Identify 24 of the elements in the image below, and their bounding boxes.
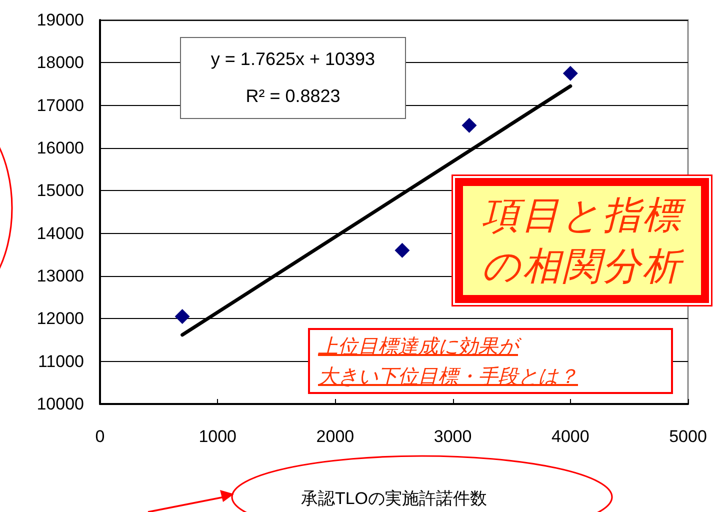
y-tick-label: 10000 xyxy=(36,394,84,414)
point xyxy=(174,309,190,324)
x-tick-label: 1000 xyxy=(198,427,237,446)
annotation: 項目と指標の相関分析 xyxy=(480,192,687,290)
y-tick-label: 17000 xyxy=(36,96,84,115)
x-tick-label: 3000 xyxy=(434,427,472,446)
x-tick-label: 2000 xyxy=(316,427,354,446)
annotation: 上位目標達成に効果が大きい下位目標・手段とは？ xyxy=(318,333,579,390)
y-tick-label: 15000 xyxy=(36,181,84,200)
y-tick-label: 11000 xyxy=(38,352,84,371)
y-tick-label: 18000 xyxy=(36,53,84,72)
point xyxy=(462,118,477,133)
y-tick-label: 16000 xyxy=(36,138,84,158)
x-tick-label: 0 xyxy=(95,427,105,446)
point xyxy=(562,66,578,81)
x-tick-label: 5000 xyxy=(669,427,707,446)
y-tick-label: 12000 xyxy=(36,309,84,328)
y-tick-label: 13000 xyxy=(36,266,84,286)
x-tick-label: 4000 xyxy=(551,427,590,446)
annotation: y = 1.7625x + 10393 R² = 0.8823 xyxy=(210,48,376,108)
y-tick-label: 19000 xyxy=(36,10,84,30)
x-axis-title: 承認TLOの実施許諾件数 xyxy=(300,489,488,508)
point xyxy=(394,242,410,258)
y-tick-label: 14000 xyxy=(36,224,84,243)
